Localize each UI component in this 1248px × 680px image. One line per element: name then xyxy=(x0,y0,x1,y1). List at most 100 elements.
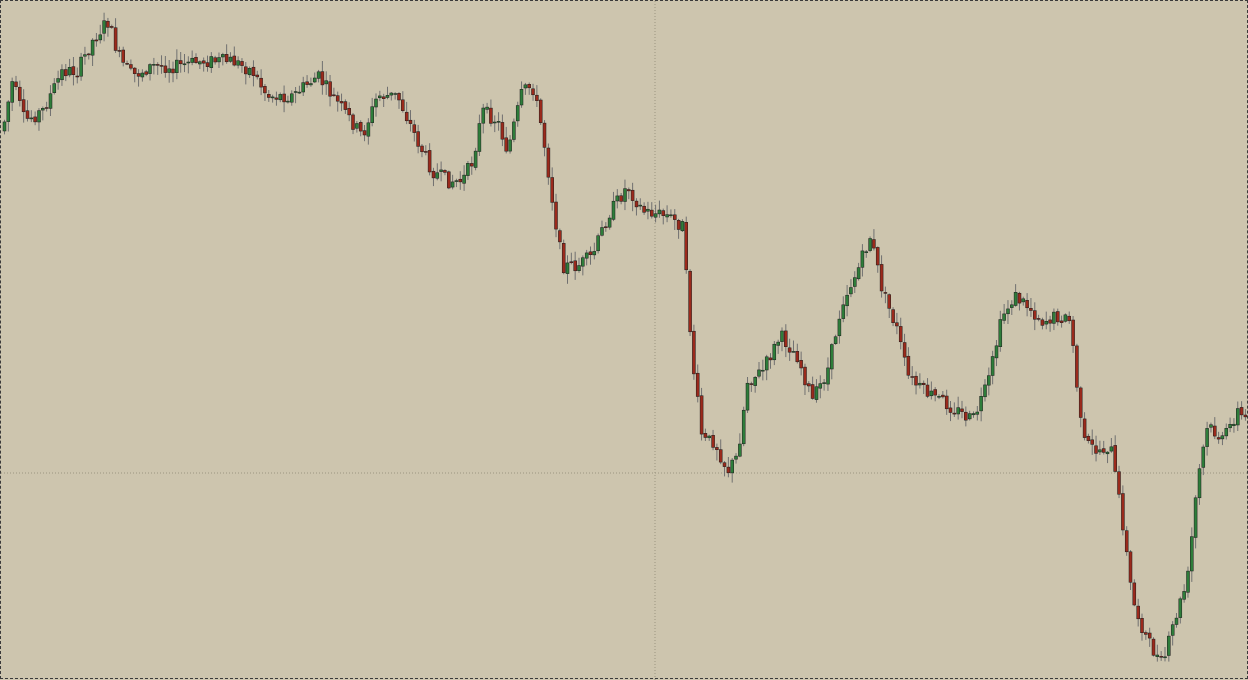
bear-candle-body xyxy=(803,366,807,386)
candle xyxy=(167,60,171,83)
bear-candle-body xyxy=(259,77,263,88)
bull-candle-body xyxy=(496,121,501,123)
candle xyxy=(52,78,57,95)
candle xyxy=(967,410,972,421)
candle xyxy=(420,144,424,158)
bear-candle-body xyxy=(416,131,420,147)
candle xyxy=(669,209,673,218)
candle xyxy=(217,52,221,68)
candle xyxy=(688,269,692,336)
bear-candle-body xyxy=(412,124,417,133)
candle xyxy=(853,271,857,293)
candle xyxy=(1121,485,1125,536)
candle xyxy=(990,350,995,385)
candle xyxy=(190,50,194,66)
candle xyxy=(18,80,22,107)
candle xyxy=(684,216,688,274)
bear-candle-body xyxy=(948,407,953,413)
bull-candle-body xyxy=(485,106,489,110)
candle xyxy=(925,378,930,399)
candle xyxy=(983,379,987,402)
bear-candle-body xyxy=(1040,319,1045,326)
bear-candle-body xyxy=(1025,300,1029,309)
candle xyxy=(718,439,723,465)
candle xyxy=(1193,495,1198,549)
bull-candle-body xyxy=(837,318,842,337)
bull-candle-body xyxy=(741,409,746,445)
candle xyxy=(1090,429,1094,455)
candle xyxy=(872,229,876,251)
bull-candle-body xyxy=(596,235,600,252)
bull-candle-body xyxy=(998,319,1003,347)
candle xyxy=(772,341,777,366)
bear-candle-body xyxy=(113,27,118,51)
candle xyxy=(1243,409,1248,421)
candle xyxy=(355,121,359,133)
bull-candle-body xyxy=(830,344,834,370)
candle xyxy=(485,102,489,114)
bear-candle-body xyxy=(401,99,405,111)
bull-candle-body xyxy=(29,117,34,120)
bear-candle-body xyxy=(1029,308,1033,311)
bull-candle-body xyxy=(929,390,934,397)
candle xyxy=(1159,651,1163,661)
candle xyxy=(929,381,934,400)
bear-candle-body xyxy=(328,81,332,97)
candle xyxy=(1002,304,1006,324)
candle xyxy=(860,244,865,277)
candle xyxy=(1220,431,1225,446)
bear-candle-body xyxy=(684,222,688,271)
candle xyxy=(309,77,313,87)
bull-candle-body xyxy=(508,139,512,152)
bull-candle-body xyxy=(41,108,45,111)
candle xyxy=(481,103,486,134)
candle xyxy=(902,333,907,366)
bull-candle-body xyxy=(653,213,658,218)
candle xyxy=(347,102,351,122)
bull-candle-body xyxy=(600,227,604,236)
bear-candle-body xyxy=(132,67,137,74)
bear-candle-body xyxy=(427,150,432,173)
bear-candle-body xyxy=(650,209,654,217)
bull-candle-body xyxy=(90,39,95,56)
bull-candle-body xyxy=(1155,654,1160,657)
candle xyxy=(1232,418,1236,433)
bear-candle-body xyxy=(121,49,125,63)
candle xyxy=(1170,621,1175,646)
bear-candle-body xyxy=(155,64,160,66)
candle xyxy=(646,201,650,220)
bull-candle-body xyxy=(83,54,87,57)
candle xyxy=(37,108,41,131)
bear-candle-body xyxy=(895,322,899,327)
candle xyxy=(10,77,14,111)
candle xyxy=(856,262,861,281)
candle xyxy=(676,218,681,239)
candle xyxy=(1033,302,1037,331)
bull-candle-body xyxy=(309,83,313,86)
candle xyxy=(335,91,340,112)
bear-candle-body xyxy=(558,230,562,243)
candle xyxy=(577,257,581,273)
bear-candle-body xyxy=(588,251,593,255)
candle xyxy=(263,84,267,101)
bull-candle-body xyxy=(1174,617,1179,625)
bull-candle-body xyxy=(772,343,777,361)
candle xyxy=(1044,311,1049,330)
candle xyxy=(290,90,294,106)
candle xyxy=(634,198,639,216)
bull-candle-body xyxy=(1109,446,1114,452)
candle xyxy=(67,58,72,78)
bear-candle-body xyxy=(604,226,608,228)
bear-candle-body xyxy=(925,384,930,397)
candle xyxy=(320,61,325,95)
candle xyxy=(404,101,409,125)
bull-candle-body xyxy=(217,57,221,63)
bear-candle-body xyxy=(898,326,903,343)
candle xyxy=(1136,598,1140,627)
bull-candle-body xyxy=(971,413,976,416)
candle xyxy=(489,99,493,127)
bear-candle-body xyxy=(251,66,256,76)
candle xyxy=(535,85,539,107)
candle xyxy=(1144,630,1148,640)
